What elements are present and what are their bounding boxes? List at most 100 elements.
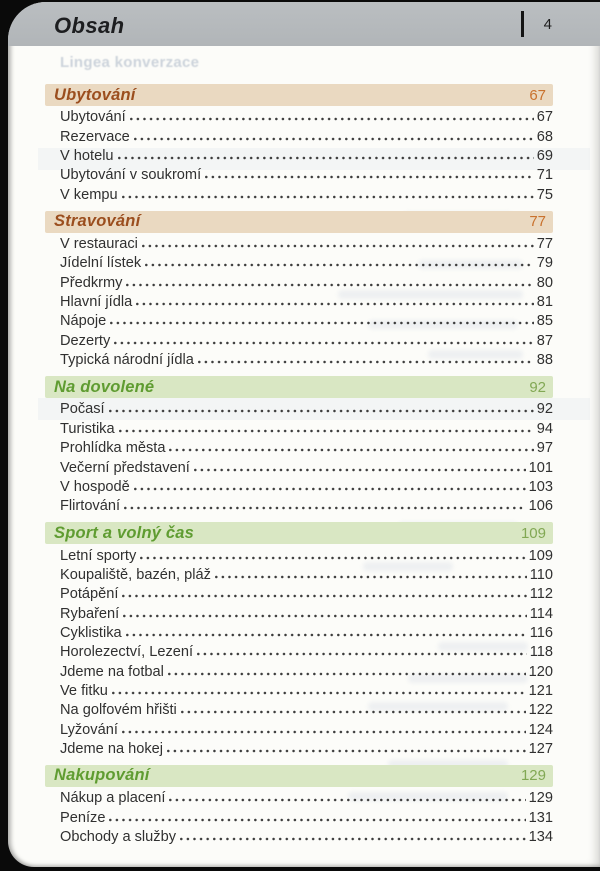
section-header: Na dovolené 92 xyxy=(45,376,553,399)
dot-leader xyxy=(133,485,526,492)
toc-entry: Na golfovém hřišti 122 xyxy=(45,700,553,719)
entry-page-number: 124 xyxy=(528,721,553,738)
toc-section: Na dovolené 92 Počasí 92 Turistika 94 Pr… xyxy=(45,376,553,515)
book-page: Obsah 4 Lingea konverzace Ubytování 67 U… xyxy=(8,2,600,867)
dot-leader xyxy=(197,359,534,366)
entry-page-number: 110 xyxy=(529,566,553,583)
entry-page-number: 69 xyxy=(536,148,553,165)
toc-entry: Hlavní jídla 81 xyxy=(45,292,553,311)
section-entries: V restauraci 77 Jídelní lístek 79 Předkr… xyxy=(45,234,553,369)
entry-page-number: 114 xyxy=(529,605,553,622)
section-entries: Letní sporty 109 Koupaliště, bazén, pláž… xyxy=(45,545,553,758)
toc: Ubytování 67 Ubytování 67 Rezervace 68 V… xyxy=(45,84,553,853)
page-number: 4 xyxy=(543,15,552,33)
entry-title: Prohlídka města xyxy=(60,440,166,457)
toc-entry: V hotelu 69 xyxy=(45,146,553,165)
section-title: Nakupování xyxy=(54,766,150,785)
entry-page-number: 109 xyxy=(528,547,553,564)
entry-page-number: 92 xyxy=(536,401,553,418)
toc-entry: Potápění 112 xyxy=(45,584,553,603)
toc-entry: Rezervace 68 xyxy=(45,126,553,145)
toc-section: Stravování 77 V restauraci 77 Jídelní lí… xyxy=(45,210,553,369)
toc-entry: Počasí 92 xyxy=(45,399,553,418)
entry-page-number: 129 xyxy=(528,790,553,807)
toc-entry: Obchody a služby 134 xyxy=(45,827,553,846)
entry-page-number: 97 xyxy=(536,440,553,457)
entry-page-number: 75 xyxy=(536,186,553,203)
entry-page-number: 131 xyxy=(528,809,553,826)
dot-leader xyxy=(114,339,534,346)
entry-title: Na golfovém hřišti xyxy=(60,702,177,719)
toc-entry: Letní sporty 109 xyxy=(45,545,553,564)
entry-title: Rybaření xyxy=(60,605,120,622)
section-entries: Počasí 92 Turistika 94 Prohlídka města 9… xyxy=(45,399,553,515)
entry-title: V restauraci xyxy=(60,236,138,253)
dot-leader xyxy=(169,447,534,454)
entry-page-number: 121 xyxy=(528,682,553,699)
entry-page-number: 112 xyxy=(529,586,553,603)
entry-title: Hlavní jídla xyxy=(60,294,133,311)
entry-title: Peníze xyxy=(60,809,106,826)
entry-title: Jdeme na fotbal xyxy=(60,663,164,680)
entry-title: Horolezectví, Lezení xyxy=(60,644,194,661)
entry-title: V hospodě xyxy=(60,478,130,495)
entry-title: Rezervace xyxy=(60,128,130,145)
toc-entry: Ubytování v soukromí 71 xyxy=(45,165,553,184)
section-header: Nakupování 129 xyxy=(45,764,553,787)
entry-title: V kempu xyxy=(60,186,118,203)
toc-entry: Ubytování 67 xyxy=(45,107,553,126)
section-page-number: 92 xyxy=(529,378,546,396)
toc-entry: Nákup a placení 129 xyxy=(45,788,553,807)
dot-leader xyxy=(193,466,526,473)
dot-leader xyxy=(125,631,527,638)
dot-leader xyxy=(122,593,527,600)
toc-entry: V hospodě 103 xyxy=(45,477,553,496)
entry-page-number: 68 xyxy=(536,128,553,145)
toc-entry: Flirtování 106 xyxy=(45,496,553,515)
entry-title: Cyklistika xyxy=(60,624,122,641)
entry-title: Nákup a placení xyxy=(60,790,166,807)
dot-leader xyxy=(108,408,534,415)
dot-leader xyxy=(129,116,534,123)
entry-title: Potápění xyxy=(60,586,119,603)
entry-page-number: 103 xyxy=(528,478,553,495)
page-header-bar: Obsah 4 xyxy=(8,2,600,46)
entry-title: Turistika xyxy=(60,420,115,437)
toc-entry: Peníze 131 xyxy=(45,807,553,826)
toc-entry: Rybaření 114 xyxy=(45,603,553,622)
section-header: Stravování 77 xyxy=(45,210,553,233)
entry-page-number: 81 xyxy=(536,294,553,311)
entry-page-number: 79 xyxy=(536,255,553,272)
toc-section: Nakupování 129 Nákup a placení 129 Peníz… xyxy=(45,764,553,846)
entry-title: V hotelu xyxy=(60,148,114,165)
dot-leader xyxy=(111,689,526,696)
entry-title: Večerní představení xyxy=(60,459,190,476)
section-header: Sport a volný čas 109 xyxy=(45,522,553,545)
dot-leader xyxy=(126,281,534,288)
entry-title: Ubytování v soukromí xyxy=(60,167,202,184)
entry-title: Flirtování xyxy=(60,498,121,515)
toc-entry: Lyžování 124 xyxy=(45,719,553,738)
toc-entry: Jdeme na fotbal 120 xyxy=(45,661,553,680)
dot-leader xyxy=(205,174,534,181)
dot-leader xyxy=(180,709,526,716)
entry-title: Koupaliště, bazén, pláž xyxy=(60,566,211,583)
entry-page-number: 77 xyxy=(536,236,553,253)
toc-entry: Nápoje 85 xyxy=(45,311,553,330)
section-header: Ubytování 67 xyxy=(45,84,553,106)
dot-leader xyxy=(169,797,526,804)
toc-entry: Jídelní lístek 79 xyxy=(45,253,553,272)
entry-page-number: 122 xyxy=(528,702,553,719)
dot-leader xyxy=(140,554,526,561)
entry-page-number: 80 xyxy=(536,274,553,291)
toc-entry: Ve fitku 121 xyxy=(45,681,553,700)
toc-entry: Jdeme na hokej 127 xyxy=(45,739,553,758)
entry-title: Jídelní lístek xyxy=(60,255,142,272)
entry-page-number: 87 xyxy=(536,332,553,349)
entry-title: Dezerty xyxy=(60,332,111,349)
entry-page-number: 134 xyxy=(528,829,553,845)
dot-leader xyxy=(118,427,534,434)
dot-leader xyxy=(214,573,527,580)
dot-leader xyxy=(133,135,534,142)
section-title: Sport a volný čas xyxy=(54,523,195,542)
